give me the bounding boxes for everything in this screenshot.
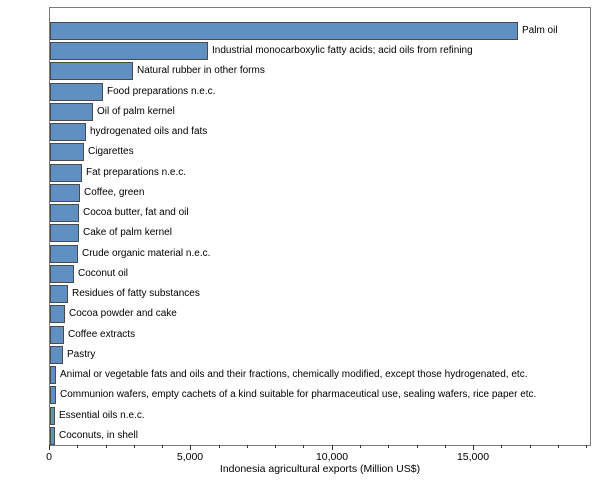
x-axis-minor-tick <box>134 445 135 448</box>
bar <box>50 204 79 223</box>
bar-label: Oil of palm kernel <box>97 105 175 117</box>
x-axis-tick-label: 10,000 <box>315 451 349 463</box>
x-axis-minor-tick <box>247 445 248 448</box>
bar <box>50 143 84 162</box>
bar <box>50 285 68 304</box>
x-axis-title: Indonesia agricultural exports (Million … <box>219 463 421 475</box>
bar-label: Essential oils n.e.c. <box>59 409 145 421</box>
x-axis-minor-tick <box>106 445 107 448</box>
bar-label: Cigarettes <box>88 146 134 158</box>
x-axis-minor-tick <box>77 445 78 448</box>
bar-label: Cocoa powder and cake <box>69 308 177 320</box>
x-axis-major-tick <box>190 445 191 450</box>
bar <box>50 426 55 445</box>
bar-label: Animal or vegetable fats and oils and th… <box>60 369 528 381</box>
x-axis: 0 5,000 10,000 15,000 <box>46 445 591 467</box>
bar-row: Coffee extracts <box>50 325 590 344</box>
bar-label: Coffee extracts <box>68 328 136 340</box>
x-axis-tick-label: 0 <box>46 451 52 463</box>
bar-label: Pastry <box>67 348 96 360</box>
bar-row: Crude organic material n.e.c. <box>50 244 590 263</box>
bar-label: Coconuts, in shell <box>59 429 138 441</box>
x-axis-minor-tick <box>303 445 304 448</box>
bar <box>50 264 74 283</box>
bar <box>50 224 79 243</box>
bar-row: Fat preparations n.e.c. <box>50 163 590 182</box>
bar-label: Cocoa butter, fat and oil <box>83 207 189 219</box>
bar <box>50 244 78 263</box>
bar-row: Palm oil <box>50 22 590 40</box>
bar-label: hydrogenated oils and fats <box>90 126 208 138</box>
bar-row: Cocoa powder and cake <box>50 305 590 324</box>
bar-row: Food preparations n.e.c. <box>50 82 590 101</box>
x-axis-major-tick <box>473 445 474 450</box>
bar-row: Residues of fatty substances <box>50 285 590 304</box>
bar-label: Cake of palm kernel <box>83 227 172 239</box>
bar-label: Residues of fatty substances <box>72 288 200 300</box>
bar-row: Pastry <box>50 345 590 364</box>
bar <box>50 305 65 324</box>
bar-row: Coconut oil <box>50 264 590 283</box>
x-axis-tick-label: 5,000 <box>176 451 204 463</box>
bar-label: Communion wafers, empty cachets of a kin… <box>60 389 537 401</box>
x-axis-minor-tick <box>275 445 276 448</box>
bar-row: Cake of palm kernel <box>50 224 590 243</box>
x-axis-minor-tick <box>501 445 502 448</box>
bar <box>50 22 518 40</box>
x-axis-minor-tick <box>586 445 587 448</box>
bar-row: Essential oils n.e.c. <box>50 406 590 425</box>
x-axis-minor-tick <box>530 445 531 448</box>
bar <box>50 345 63 364</box>
bar-row: Cigarettes <box>50 143 590 162</box>
bar <box>50 42 208 61</box>
bar-label: Natural rubber in other forms <box>137 65 265 77</box>
bar-row: Animal or vegetable fats and oils and th… <box>50 366 590 385</box>
plot-area: Palm oil Industrial monocarboxylic fatty … <box>49 7 591 446</box>
x-axis-major-tick <box>332 445 333 450</box>
x-axis-minor-tick <box>445 445 446 448</box>
x-axis-minor-tick <box>388 445 389 448</box>
bar <box>50 123 86 142</box>
bar-label: Fat preparations n.e.c. <box>86 166 187 178</box>
bar <box>50 325 64 344</box>
bar <box>50 163 82 182</box>
bar <box>50 62 133 81</box>
bar-label: Industrial monocarboxylic fatty acids; a… <box>212 45 473 57</box>
bar-row: Coffee, green <box>50 183 590 202</box>
x-axis-minor-tick <box>558 445 559 448</box>
bar <box>50 82 103 101</box>
bar-label: Food preparations n.e.c. <box>107 85 216 97</box>
bar-row: Oil of palm kernel <box>50 102 590 121</box>
bar <box>50 386 56 405</box>
bar-row: Industrial monocarboxylic fatty acids; a… <box>50 42 590 61</box>
bar-label: Crude organic material n.e.c. <box>82 247 211 259</box>
x-axis-minor-tick <box>417 445 418 448</box>
bar-label: Palm oil <box>522 25 558 36</box>
bar <box>50 102 93 121</box>
bar <box>50 183 80 202</box>
bar-row: Cocoa butter, fat and oil <box>50 204 590 223</box>
bar-row: hydrogenated oils and fats <box>50 123 590 142</box>
bar <box>50 366 56 385</box>
bar-row: Communion wafers, empty cachets of a kin… <box>50 386 590 405</box>
x-axis-major-tick <box>49 445 50 450</box>
bar <box>50 406 55 425</box>
x-axis-minor-tick <box>219 445 220 448</box>
bar-row: Coconuts, in shell <box>50 426 590 445</box>
bar-label: Coconut oil <box>78 267 129 279</box>
bar-label: Coffee, green <box>84 186 145 198</box>
x-axis-tick-label: 15,000 <box>456 451 490 463</box>
x-axis-minor-tick <box>162 445 163 448</box>
x-axis-minor-tick <box>360 445 361 448</box>
bar-row: Natural rubber in other forms <box>50 62 590 81</box>
